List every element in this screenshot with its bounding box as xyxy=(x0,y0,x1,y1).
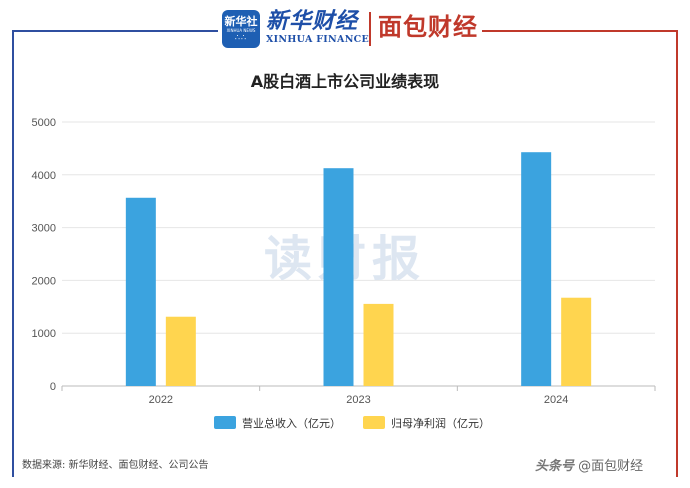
source-note: 数据来源: 新华财经、面包财经、公司公告 xyxy=(22,460,209,471)
legend-swatch-net-profit xyxy=(363,416,385,429)
legend-label-revenue: 营业总收入（亿元） xyxy=(242,416,341,430)
bar-revenue-2022 xyxy=(125,197,156,386)
footer-brand: 头条号 @面包财经 xyxy=(535,455,643,474)
x-tick-label: 2023 xyxy=(346,394,370,406)
y-tick-label: 5000 xyxy=(32,117,56,129)
y-tick-label: 0 xyxy=(50,381,56,393)
x-tick-label: 2022 xyxy=(149,394,173,406)
xinhua-finance-en: XINHUA FINANCE xyxy=(266,34,370,45)
bar-revenue-2023 xyxy=(323,168,354,386)
chart-title: A股白酒上市公司业绩表现 xyxy=(250,72,440,91)
bar-net-profit-2023 xyxy=(363,303,394,386)
logo-separator xyxy=(369,12,371,46)
y-tick-label: 4000 xyxy=(32,170,56,182)
network-dots-icon: ∴∴ xyxy=(234,33,248,42)
bar-net-profit-2024 xyxy=(561,297,592,386)
bar-revenue-2024 xyxy=(521,152,552,386)
y-tick-label: 3000 xyxy=(32,223,56,235)
y-tick-label: 2000 xyxy=(32,275,56,287)
xinhua-badge-text: 新华社 xyxy=(224,15,258,28)
legend-swatch-revenue xyxy=(214,416,236,429)
x-tick-label: 2024 xyxy=(544,394,568,406)
header-rule-right xyxy=(482,30,678,32)
xinhua-badge-subtext: XINHUA NEWS xyxy=(226,28,256,33)
bar-net-profit-2022 xyxy=(165,316,196,386)
xinhua-logo-badge: 新华社 XINHUA NEWS ∴∴ xyxy=(222,10,260,48)
y-tick-label: 1000 xyxy=(32,328,56,340)
xinhua-finance-logo: 新华财经 XINHUA FINANCE xyxy=(266,8,369,46)
platform-label: 头条号 xyxy=(535,459,575,474)
legend-label-net-profit: 归母净利润（亿元） xyxy=(391,416,490,430)
frame-right xyxy=(676,30,678,477)
mianbao-logo: 面包财经 xyxy=(378,13,478,41)
xinhua-finance-cn: 新华财经 xyxy=(266,8,359,34)
account-label: @面包财经 xyxy=(578,459,644,474)
frame-left xyxy=(12,30,14,477)
header-rule-left xyxy=(12,30,218,32)
